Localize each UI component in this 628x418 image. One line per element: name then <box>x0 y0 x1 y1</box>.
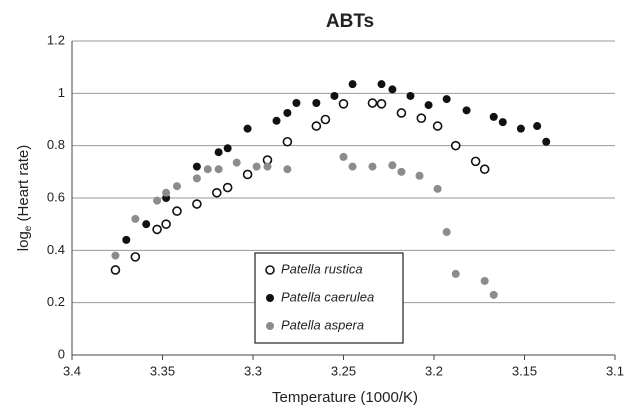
point <box>489 290 498 299</box>
point <box>312 99 321 108</box>
legend-marker <box>266 322 274 330</box>
point <box>214 148 223 157</box>
y-tick-label: 0.6 <box>47 189 65 204</box>
point <box>338 99 349 109</box>
point <box>272 116 281 125</box>
point <box>212 187 222 198</box>
y-tick-label: 1 <box>58 85 65 100</box>
point <box>451 269 460 278</box>
x-tick-label: 3.1 <box>606 363 624 378</box>
x-tick-label: 3.3 <box>244 363 262 378</box>
x-tick-label: 3.35 <box>150 363 175 378</box>
point <box>377 80 386 89</box>
legend-label: Patella aspera <box>281 317 364 332</box>
point <box>320 114 331 125</box>
x-axis-label: Temperature (1000/K) <box>272 389 418 406</box>
x-tick-label: 3.4 <box>63 363 81 378</box>
point <box>283 108 292 117</box>
point <box>153 196 162 205</box>
point <box>122 235 131 244</box>
y-label-part: (Heart rate) <box>15 145 32 226</box>
point <box>470 156 481 167</box>
chart-title: ABTs <box>326 11 374 32</box>
point <box>397 167 406 176</box>
x-tick-label: 3.25 <box>331 363 356 378</box>
point <box>376 99 387 109</box>
point <box>542 137 551 146</box>
point <box>348 162 357 171</box>
point <box>450 140 461 151</box>
point <box>131 214 140 223</box>
legend-marker <box>265 265 275 275</box>
point <box>242 169 253 180</box>
point <box>222 182 233 193</box>
point <box>282 136 293 147</box>
point <box>203 165 212 174</box>
legend-marker <box>266 294 274 302</box>
point <box>433 184 442 193</box>
point <box>367 98 378 108</box>
point <box>424 101 433 110</box>
point <box>161 219 171 229</box>
point <box>263 162 272 171</box>
point <box>415 171 424 180</box>
point <box>330 91 339 100</box>
y-label-sub: e <box>23 225 34 231</box>
point <box>432 121 443 131</box>
point <box>110 265 121 275</box>
point <box>348 80 357 89</box>
point <box>396 108 407 118</box>
point <box>172 182 181 191</box>
point <box>480 276 489 285</box>
point <box>162 188 171 197</box>
x-tick-label: 3.2 <box>425 363 443 378</box>
legend: Patella rustica Patella caerulea Patella a… <box>254 252 404 344</box>
point <box>533 122 542 131</box>
point <box>172 206 182 216</box>
point <box>311 121 322 131</box>
point <box>283 165 292 174</box>
y-tick-label: 0 <box>58 346 65 361</box>
x-tick-label: 3.15 <box>512 363 537 378</box>
point <box>142 220 151 229</box>
point <box>339 152 348 161</box>
point <box>406 91 415 100</box>
point <box>442 228 451 237</box>
point <box>442 95 451 104</box>
legend-label: Patella caerulea <box>281 289 374 304</box>
y-tick-label: 0.8 <box>47 137 65 152</box>
y-label-part: log <box>15 231 32 251</box>
legend-box <box>254 252 404 344</box>
point <box>111 251 120 260</box>
point <box>243 124 252 133</box>
point <box>292 99 301 108</box>
y-tick-label: 1.2 <box>47 32 65 47</box>
legend-label: Patella rustica <box>281 261 363 276</box>
y-tick-label: 0.4 <box>47 242 65 257</box>
point <box>223 144 232 153</box>
point <box>192 174 201 183</box>
point <box>388 161 397 170</box>
point <box>252 162 261 171</box>
point <box>479 164 490 175</box>
point <box>498 118 507 127</box>
point <box>232 158 241 167</box>
point <box>416 113 427 123</box>
point <box>192 199 202 209</box>
point <box>462 106 471 115</box>
point <box>214 165 223 174</box>
point <box>489 112 498 121</box>
point <box>368 162 377 171</box>
point <box>152 224 162 235</box>
point <box>388 85 397 94</box>
point <box>130 252 141 262</box>
y-tick-label: 0.2 <box>47 294 65 309</box>
y-axis-label: loge (Heart rate) <box>15 145 34 251</box>
point <box>516 124 525 133</box>
point <box>192 162 201 171</box>
